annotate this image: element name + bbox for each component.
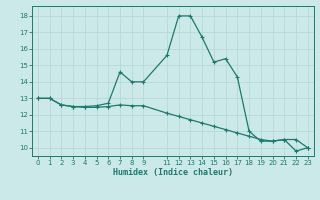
X-axis label: Humidex (Indice chaleur): Humidex (Indice chaleur)	[113, 168, 233, 177]
